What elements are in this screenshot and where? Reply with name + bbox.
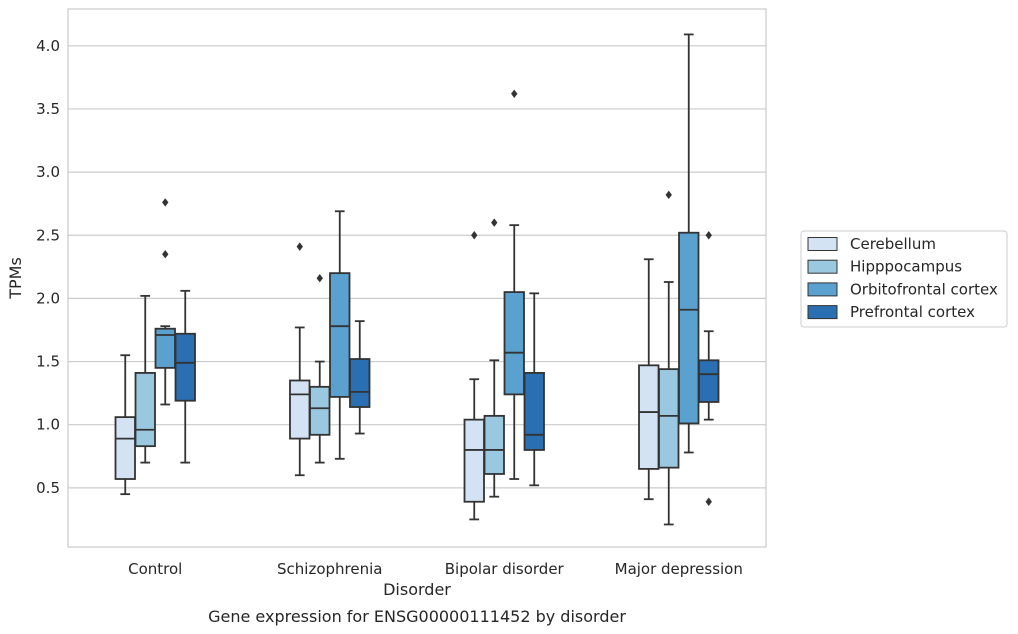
legend-frame xyxy=(800,230,1008,328)
outlier-point xyxy=(511,89,518,98)
legend: Cerebellum Hipppocampus Orbitofrontal cort… xyxy=(800,230,1008,328)
box-body xyxy=(329,272,351,398)
box-body xyxy=(678,231,700,425)
box-body xyxy=(698,359,720,403)
box-body xyxy=(114,416,136,480)
y-tick-label: 2.0 xyxy=(36,289,60,307)
y-tick-label: 2.5 xyxy=(36,226,60,244)
legend-item: Prefrontal cortex xyxy=(807,303,975,321)
outlier-point xyxy=(705,231,712,240)
box-2-1 xyxy=(483,218,505,498)
box-body xyxy=(658,368,680,469)
box-3-3 xyxy=(698,231,720,506)
y-axis-label: TPMs xyxy=(6,257,25,300)
box-0-0 xyxy=(114,354,136,496)
y-tick-label: 0.5 xyxy=(36,479,60,497)
y-tick-label: 1.0 xyxy=(36,416,60,434)
box-2-3 xyxy=(523,292,545,487)
x-tick-labels: Control Schizophrenia Bipolar disorder Majo… xyxy=(128,560,743,578)
legend-item: Hipppocampus xyxy=(807,258,962,276)
box-body xyxy=(503,291,525,396)
x-tick-label: Major depression xyxy=(615,560,743,578)
chart-caption: Gene expression for ENSG00000111452 by d… xyxy=(208,607,626,626)
box-3-0 xyxy=(638,258,660,501)
outlier-point xyxy=(491,218,498,227)
box-body xyxy=(289,379,311,440)
outlier-point xyxy=(316,273,323,283)
legend-swatch xyxy=(807,259,838,274)
legend-swatch xyxy=(807,305,838,320)
legend-label: Prefrontal cortex xyxy=(850,303,975,321)
box-body xyxy=(174,332,196,402)
outlier-point xyxy=(296,242,303,251)
legend-item: Orbitofrontal cortex xyxy=(807,280,998,298)
box-body xyxy=(309,385,331,436)
box-body xyxy=(523,372,545,451)
outlier-point xyxy=(705,497,712,506)
box-body xyxy=(134,372,156,448)
y-tick-label: 4.0 xyxy=(36,37,60,55)
outlier-point xyxy=(665,190,672,200)
box-3-2 xyxy=(678,33,700,454)
legend-label: Orbitofrontal cortex xyxy=(850,280,998,298)
legend-label: Cerebellum xyxy=(850,235,936,253)
box-2-2 xyxy=(503,89,525,480)
outlier-point xyxy=(162,198,169,207)
boxes xyxy=(114,33,720,526)
box-0-1 xyxy=(134,294,156,464)
legend-swatch xyxy=(807,282,838,297)
legend-item: Cerebellum xyxy=(807,235,936,253)
legend-swatch xyxy=(807,237,838,251)
box-1-1 xyxy=(309,273,331,464)
y-tick-labels: 0.5 1.0 1.5 2.0 2.5 3.0 3.5 4.0 xyxy=(36,37,60,497)
y-tick-label: 3.0 xyxy=(36,163,60,181)
box-1-3 xyxy=(349,320,371,435)
x-tick-label: Bipolar disorder xyxy=(445,560,565,578)
box-3-1 xyxy=(658,190,680,526)
y-tick-label: 1.5 xyxy=(36,353,60,371)
outlier-point xyxy=(471,231,478,240)
box-body xyxy=(483,414,505,475)
x-tick-label: Schizophrenia xyxy=(277,560,382,578)
box-body xyxy=(349,358,371,408)
outlier-point xyxy=(162,249,169,259)
box-1-2 xyxy=(329,210,351,460)
box-body xyxy=(638,364,660,470)
box-body xyxy=(463,418,485,503)
box-0-3 xyxy=(174,289,196,464)
plot-frame xyxy=(67,8,767,548)
x-axis-label: Disorder xyxy=(383,580,451,599)
x-tick-label: Control xyxy=(128,560,182,578)
y-tick-label: 3.5 xyxy=(36,100,60,118)
legend-label: Hipppocampus xyxy=(850,258,962,276)
